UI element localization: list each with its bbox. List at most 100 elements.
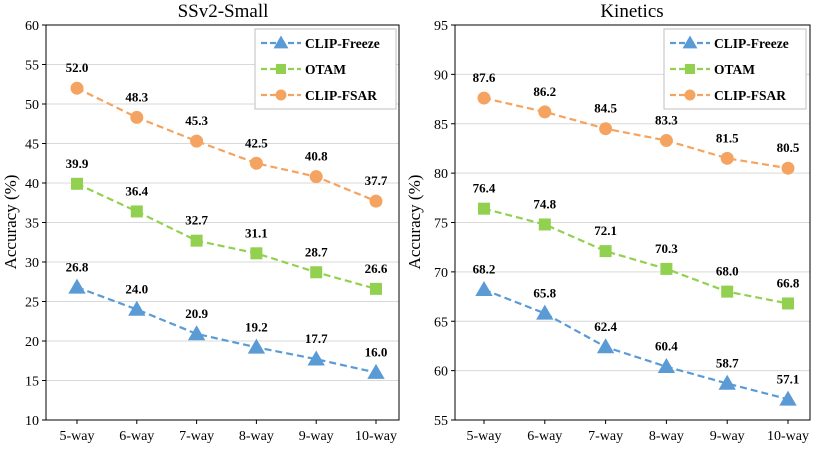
data-point (538, 218, 551, 231)
legend-item: OTAM (261, 62, 346, 77)
data-point (128, 300, 146, 316)
data-point (599, 122, 613, 136)
y-tick-label: 95 (434, 19, 448, 34)
y-tick-label: 20 (25, 335, 39, 350)
data-point (369, 194, 383, 208)
y-tick-label: 65 (434, 315, 448, 330)
data-label: 60.4 (655, 339, 678, 354)
data-label: 31.1 (245, 225, 268, 240)
data-point (190, 134, 204, 148)
legend-label: CLIP-FSAR (305, 88, 377, 103)
data-point (475, 280, 493, 296)
data-label: 40.8 (305, 149, 328, 164)
x-tick-label: 7-way (588, 429, 623, 444)
data-point (657, 357, 676, 373)
legend-item: OTAM (670, 62, 755, 77)
y-tick-label: 25 (25, 296, 39, 311)
series-clip-fsar: 52.0 48.3 45.3 42.5 40.8 37.7 (66, 60, 388, 208)
data-point (130, 110, 144, 124)
chart-title: SSv2-Small (178, 1, 269, 22)
data-point (370, 282, 382, 295)
y-tick-label: 90 (434, 68, 448, 83)
data-label: 17.7 (305, 331, 328, 346)
data-label: 86.2 (533, 84, 556, 99)
x-tick-label: 5-way (467, 429, 502, 444)
series-otam: 76.4 74.8 72.1 70.3 68.0 66.8 (473, 181, 800, 310)
data-label: 37.7 (365, 173, 388, 188)
data-point (70, 81, 84, 95)
legend-label: CLIP-Freeze (305, 36, 380, 51)
data-point (782, 297, 794, 310)
data-label: 62.4 (594, 319, 617, 334)
chart-title: Kinetics (600, 1, 663, 22)
data-label: 70.3 (655, 241, 678, 256)
series-otam: 39.9 36.4 32.7 31.1 28.7 26.6 (66, 156, 388, 295)
data-label: 52.0 (66, 60, 89, 75)
data-point (478, 202, 490, 215)
data-label: 16.0 (365, 345, 388, 360)
data-label: 26.8 (66, 259, 89, 274)
data-label: 68.0 (716, 264, 739, 279)
data-label: 72.1 (594, 223, 617, 238)
y-axis-label: Accuracy (%) (1, 175, 20, 270)
series-line (483, 207, 789, 305)
y-axis-label: Accuracy (%) (405, 175, 424, 270)
data-label: 80.5 (777, 140, 800, 155)
data-point (190, 234, 203, 247)
data-point (309, 170, 323, 184)
series-line (76, 182, 377, 290)
x-tick-label: 5-way (60, 429, 95, 444)
y-tick-label: 60 (25, 19, 39, 34)
data-point (71, 177, 83, 190)
data-point (187, 325, 206, 341)
y-tick-label: 10 (25, 414, 39, 429)
chart-panel-2: 55 60 65 70 75 80 85 90 95 5-way 6-way 7-way 8-way 9-… (405, 1, 811, 444)
y-tick-label: 30 (25, 256, 39, 271)
data-label: 26.6 (365, 261, 388, 276)
series-line (483, 97, 789, 170)
x-tick-label: 7-way (179, 429, 214, 444)
data-point (68, 278, 86, 294)
data-label: 36.4 (125, 183, 148, 198)
data-label: 84.5 (594, 101, 617, 116)
data-label: 65.8 (533, 285, 556, 300)
data-label: 68.2 (473, 262, 496, 277)
data-point (718, 374, 736, 390)
legend-marker (273, 35, 289, 49)
y-tick-label: 85 (434, 118, 448, 133)
data-label: 57.1 (777, 371, 800, 386)
data-label: 45.3 (185, 113, 208, 128)
data-point (247, 338, 266, 354)
data-label: 58.7 (716, 355, 739, 370)
data-point (310, 266, 323, 279)
data-point (538, 105, 552, 119)
data-label: 83.3 (655, 113, 678, 128)
data-point (659, 134, 673, 148)
x-tick-label: 10-way (767, 429, 809, 444)
y-tick-label: 35 (25, 217, 39, 232)
data-label: 87.6 (473, 70, 496, 85)
x-tick-label: 6-way (119, 429, 154, 444)
data-label: 19.2 (245, 319, 268, 334)
series-line (483, 288, 789, 401)
data-point (596, 338, 615, 354)
data-label: 24.0 (125, 281, 148, 296)
data-label: 42.5 (245, 135, 268, 150)
data-label: 28.7 (305, 244, 328, 259)
series-line (76, 87, 377, 203)
data-label: 20.9 (185, 306, 208, 321)
x-tick-label: 8-way (649, 429, 684, 444)
y-tick-label: 45 (25, 138, 39, 153)
y-tick-label: 15 (25, 375, 39, 390)
x-tick-label: 8-way (239, 429, 274, 444)
y-tick-label: 80 (434, 167, 448, 182)
data-point (477, 91, 491, 105)
legend-label: OTAM (305, 62, 346, 77)
data-label: 76.4 (473, 181, 496, 196)
y-tick-label: 40 (25, 177, 39, 192)
series-line (76, 286, 377, 374)
legend-label: CLIP-FSAR (714, 88, 786, 103)
series-clip-freeze: 68.2 65.8 62.4 60.4 58.7 57.1 (473, 262, 800, 406)
data-label: 74.8 (533, 196, 556, 211)
